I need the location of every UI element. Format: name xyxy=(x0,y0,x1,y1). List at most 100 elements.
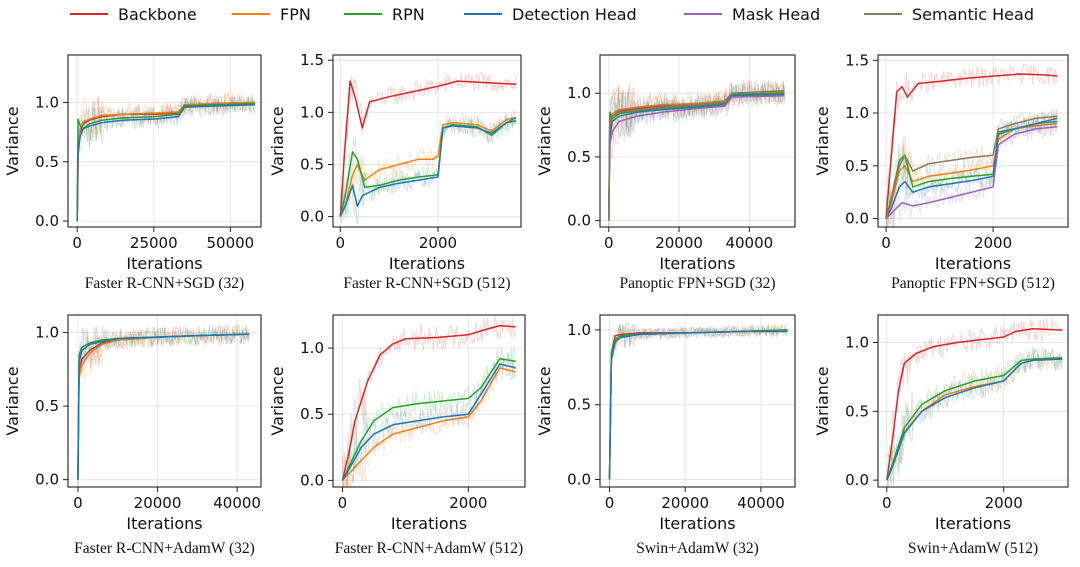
x-axis-label: Iterations xyxy=(659,514,735,533)
series-line-rpn xyxy=(339,116,517,217)
series-line-fpn xyxy=(339,116,517,217)
y-tick-label: 0.5 xyxy=(300,405,324,423)
series-line-rpn xyxy=(886,356,1063,481)
plot-area xyxy=(339,70,517,224)
axes-frame xyxy=(67,314,262,488)
axes-frame xyxy=(332,314,526,488)
legend-item: Semantic Head xyxy=(864,5,1034,24)
y-tick-label: 1.0 xyxy=(845,334,869,352)
x-axis-label: Iterations xyxy=(935,254,1011,273)
y-tick-label: 0.0 xyxy=(35,471,59,489)
series-noise-backbone xyxy=(885,63,1058,204)
series-line-fpn xyxy=(77,333,250,480)
series-noise-fpn xyxy=(339,108,517,215)
series-noise-fpn xyxy=(886,346,1063,487)
legend-label: Mask Head xyxy=(732,5,820,24)
series-line-fpn xyxy=(341,367,516,481)
chart-panel: 0.0 0.5 1.0 0 2000 Iterations Variance Swin+Ada… xyxy=(813,314,1069,557)
axes-frame xyxy=(877,314,1069,488)
y-axis-label: Variance xyxy=(813,366,832,435)
x-tick-label: 20000 xyxy=(661,494,709,512)
series-noise-backbone xyxy=(341,315,517,487)
x-tick-label: 0 xyxy=(336,234,346,252)
series-noise-rpn xyxy=(608,81,785,199)
series-noise-detection-head xyxy=(76,96,256,206)
series-line-detection-head xyxy=(886,358,1063,481)
series-line-backbone xyxy=(77,333,250,480)
chart-title: Panoptic FPN+SGD (32) xyxy=(620,275,776,292)
axes-frame xyxy=(599,54,796,228)
x-tick-label: 2000 xyxy=(974,234,1012,252)
axes-frame xyxy=(599,314,796,488)
y-tick-label: 1.0 xyxy=(300,339,324,357)
series-noise-fpn xyxy=(341,356,517,487)
x-tick-label: 0 xyxy=(338,494,348,512)
y-axis-label: Variance xyxy=(268,366,287,435)
series-line-rpn xyxy=(608,92,785,221)
x-axis-label: Iterations xyxy=(126,254,202,273)
series-line-rpn xyxy=(76,102,255,222)
series-line-detection-head xyxy=(77,333,250,480)
axes-frame xyxy=(67,54,262,228)
series-line-semantic-head xyxy=(885,115,1058,219)
x-tick-label: 0 xyxy=(882,494,892,512)
y-tick-label: 0.0 xyxy=(567,471,591,489)
series-noise-mask-head xyxy=(608,84,785,227)
y-axis-label: Variance xyxy=(268,106,287,175)
y-tick-label: 0.5 xyxy=(845,157,869,175)
y-tick-label: 0.5 xyxy=(300,155,324,173)
series-line-detection-head xyxy=(76,104,255,222)
y-tick-label: 1.0 xyxy=(300,103,324,121)
y-tick-label: 0.5 xyxy=(567,148,591,166)
x-tick-label: 20000 xyxy=(655,234,703,252)
y-tick-label: 1.0 xyxy=(845,104,869,122)
y-axis-label: Variance xyxy=(3,106,22,175)
legend-label: Backbone xyxy=(118,5,197,24)
series-noise-backbone xyxy=(886,318,1063,459)
x-tick-label: 40000 xyxy=(213,494,261,512)
x-axis-label: Iterations xyxy=(391,514,467,533)
chart-panel: 0.0 0.5 1.0 0 25000 50000 Iterations Variance Fa… xyxy=(3,54,262,292)
chart-title: Faster R-CNN+AdamW (512) xyxy=(335,540,523,557)
chart-title: Faster R-CNN+AdamW (32) xyxy=(74,540,255,557)
y-tick-label: 0.0 xyxy=(567,212,591,230)
y-tick-label: 0.0 xyxy=(845,210,869,228)
y-tick-label: 0.5 xyxy=(35,153,59,171)
chart-panels: 0.0 0.5 1.0 0 25000 50000 Iterations Variance Fa… xyxy=(3,51,1069,557)
chart-title: Faster R-CNN+SGD (512) xyxy=(343,275,510,292)
plot-area xyxy=(608,320,788,487)
chart-panel: 0.0 0.5 1.0 1.5 0 2000 Iterations Variance Panop… xyxy=(813,51,1069,292)
y-tick-label: 1.0 xyxy=(35,93,59,111)
y-tick-label: 1.5 xyxy=(300,51,324,69)
x-tick-label: 2000 xyxy=(419,234,457,252)
series-noise-backbone xyxy=(339,70,517,223)
x-axis-label: Iterations xyxy=(389,254,465,273)
series-noise-semantic-head xyxy=(608,79,785,227)
series-line-detection-head xyxy=(608,93,785,221)
y-axis-label: Variance xyxy=(813,106,832,175)
chart-panel: 0.0 0.5 1.0 0 2000 Iterations Variance Faster R… xyxy=(268,314,526,557)
series-line-mask-head xyxy=(885,126,1058,220)
series-noise-rpn xyxy=(339,114,517,215)
y-tick-label: 1.5 xyxy=(845,51,869,69)
series-noise-detection-head xyxy=(609,323,788,486)
series-line-detection-head xyxy=(885,117,1058,219)
legend-item: FPN xyxy=(232,5,311,24)
x-tick-label: 2000 xyxy=(449,494,487,512)
series-noise-mask-head xyxy=(885,117,1058,227)
series-line-mask-head xyxy=(608,95,785,221)
x-tick-label: 50000 xyxy=(207,234,255,252)
series-line-detection-head xyxy=(341,363,516,481)
x-tick-label: 40000 xyxy=(725,234,773,252)
legend: Backbone FPN RPN Detection Head Mask Head Sem… xyxy=(70,5,1034,24)
y-tick-label: 0.5 xyxy=(35,397,59,415)
x-tick-label: 0 xyxy=(604,234,614,252)
y-axis-label: Variance xyxy=(535,366,554,435)
y-tick-label: 0.5 xyxy=(567,396,591,414)
legend-label: FPN xyxy=(280,5,311,24)
legend-item: RPN xyxy=(344,5,425,24)
chart-title: Faster R-CNN+SGD (32) xyxy=(85,275,244,292)
series-line-backbone xyxy=(886,328,1063,481)
chart-title: Panoptic FPN+SGD (512) xyxy=(891,275,1055,292)
